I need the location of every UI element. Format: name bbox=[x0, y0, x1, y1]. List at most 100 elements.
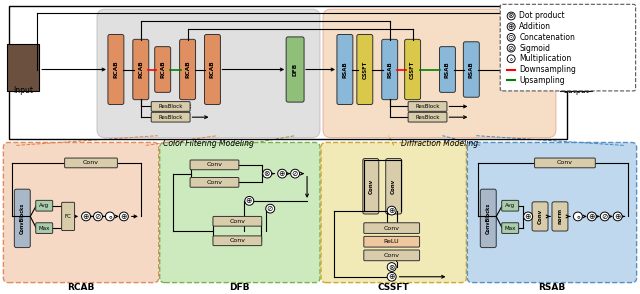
Text: Conv: Conv bbox=[368, 179, 373, 194]
Text: RCAB: RCAB bbox=[160, 61, 165, 78]
FancyBboxPatch shape bbox=[363, 158, 379, 214]
FancyBboxPatch shape bbox=[502, 201, 518, 211]
Text: RCAB: RCAB bbox=[185, 61, 190, 78]
Circle shape bbox=[588, 212, 596, 221]
Text: $\odot$: $\odot$ bbox=[508, 33, 515, 42]
Text: $\oplus$: $\oplus$ bbox=[588, 212, 596, 221]
FancyBboxPatch shape bbox=[14, 189, 30, 248]
Circle shape bbox=[387, 206, 396, 215]
FancyBboxPatch shape bbox=[61, 202, 75, 230]
FancyBboxPatch shape bbox=[205, 34, 220, 105]
Text: ConvBlocks: ConvBlocks bbox=[486, 203, 491, 234]
Text: Avg: Avg bbox=[39, 203, 49, 208]
Text: norm: norm bbox=[557, 208, 563, 224]
Bar bbox=[8, 44, 39, 91]
Circle shape bbox=[532, 65, 542, 74]
FancyBboxPatch shape bbox=[480, 189, 496, 248]
Text: $\circ$: $\circ$ bbox=[107, 212, 113, 221]
Text: Max: Max bbox=[38, 225, 50, 230]
Text: Conv: Conv bbox=[384, 225, 400, 230]
Text: $\otimes$: $\otimes$ bbox=[388, 263, 396, 272]
Text: Downsampling: Downsampling bbox=[519, 65, 576, 74]
Text: $\oplus$: $\oplus$ bbox=[388, 206, 396, 215]
Text: Output: Output bbox=[563, 86, 589, 95]
FancyBboxPatch shape bbox=[552, 202, 568, 231]
FancyBboxPatch shape bbox=[386, 158, 402, 214]
FancyBboxPatch shape bbox=[463, 42, 479, 97]
FancyBboxPatch shape bbox=[190, 178, 239, 187]
Text: $\oplus$: $\oplus$ bbox=[524, 212, 532, 221]
Bar bbox=[560, 44, 592, 91]
Text: $\oplus$: $\oplus$ bbox=[246, 196, 253, 206]
Circle shape bbox=[387, 263, 396, 271]
Text: $\oslash$: $\oslash$ bbox=[266, 204, 274, 213]
Text: RCAB: RCAB bbox=[113, 61, 118, 78]
Text: $\oslash$: $\oslash$ bbox=[291, 169, 299, 178]
Text: Conv: Conv bbox=[384, 253, 400, 258]
Circle shape bbox=[93, 212, 102, 221]
FancyBboxPatch shape bbox=[3, 143, 159, 283]
FancyBboxPatch shape bbox=[381, 39, 397, 100]
Text: Conv: Conv bbox=[83, 161, 99, 166]
Text: $\oplus$: $\oplus$ bbox=[82, 212, 90, 221]
Text: ConvBlocks: ConvBlocks bbox=[20, 203, 25, 234]
Text: RCAB: RCAB bbox=[67, 283, 95, 292]
Text: $\oslash$: $\oslash$ bbox=[94, 212, 102, 221]
Text: $\otimes$: $\otimes$ bbox=[508, 11, 515, 21]
FancyBboxPatch shape bbox=[364, 236, 420, 247]
Text: Conv: Conv bbox=[229, 238, 245, 243]
FancyBboxPatch shape bbox=[160, 143, 320, 283]
Text: Conv: Conv bbox=[538, 209, 543, 224]
FancyBboxPatch shape bbox=[108, 34, 124, 105]
FancyBboxPatch shape bbox=[534, 158, 595, 168]
FancyBboxPatch shape bbox=[190, 160, 239, 170]
FancyBboxPatch shape bbox=[337, 34, 353, 105]
FancyBboxPatch shape bbox=[323, 9, 556, 138]
FancyBboxPatch shape bbox=[133, 39, 148, 100]
FancyBboxPatch shape bbox=[151, 112, 190, 122]
Text: Conv: Conv bbox=[557, 161, 573, 166]
Text: Multiplication: Multiplication bbox=[519, 54, 572, 63]
FancyBboxPatch shape bbox=[65, 158, 117, 168]
Circle shape bbox=[263, 169, 272, 178]
FancyBboxPatch shape bbox=[321, 143, 467, 283]
Text: RSAB: RSAB bbox=[387, 61, 392, 78]
Text: $\circ$: $\circ$ bbox=[508, 54, 514, 63]
FancyBboxPatch shape bbox=[36, 201, 52, 211]
Text: Conv: Conv bbox=[207, 162, 223, 167]
Circle shape bbox=[81, 212, 90, 221]
FancyBboxPatch shape bbox=[408, 112, 447, 122]
Circle shape bbox=[291, 169, 300, 178]
Text: ResBlock: ResBlock bbox=[159, 104, 183, 109]
Text: Addition: Addition bbox=[519, 22, 551, 31]
Circle shape bbox=[507, 34, 515, 41]
Circle shape bbox=[600, 212, 609, 221]
Text: RSAB: RSAB bbox=[538, 283, 566, 292]
FancyBboxPatch shape bbox=[408, 102, 447, 111]
FancyBboxPatch shape bbox=[36, 223, 52, 233]
Text: ResBlock: ResBlock bbox=[159, 115, 183, 120]
Text: DFB: DFB bbox=[230, 283, 250, 292]
FancyBboxPatch shape bbox=[357, 34, 372, 105]
Text: $\oplus$: $\oplus$ bbox=[388, 272, 396, 281]
FancyBboxPatch shape bbox=[364, 250, 420, 261]
Text: ReLU: ReLU bbox=[384, 239, 399, 244]
Text: Conv: Conv bbox=[229, 219, 245, 224]
Text: Color Filtering Modeling: Color Filtering Modeling bbox=[163, 138, 254, 148]
Text: $\oslash$: $\oslash$ bbox=[508, 44, 515, 53]
Circle shape bbox=[266, 204, 275, 213]
Circle shape bbox=[245, 196, 254, 205]
FancyBboxPatch shape bbox=[404, 39, 420, 100]
Text: CSSFT: CSSFT bbox=[362, 60, 367, 78]
Circle shape bbox=[507, 23, 515, 31]
Text: ResBlock: ResBlock bbox=[415, 115, 440, 120]
FancyBboxPatch shape bbox=[286, 37, 304, 102]
Circle shape bbox=[613, 212, 622, 221]
Text: ResBlock: ResBlock bbox=[415, 104, 440, 109]
Circle shape bbox=[120, 212, 129, 221]
Text: Input: Input bbox=[13, 86, 33, 95]
Text: Diffraction Modeling: Diffraction Modeling bbox=[401, 138, 478, 148]
FancyBboxPatch shape bbox=[180, 39, 196, 100]
Circle shape bbox=[507, 12, 515, 20]
FancyBboxPatch shape bbox=[155, 47, 171, 92]
